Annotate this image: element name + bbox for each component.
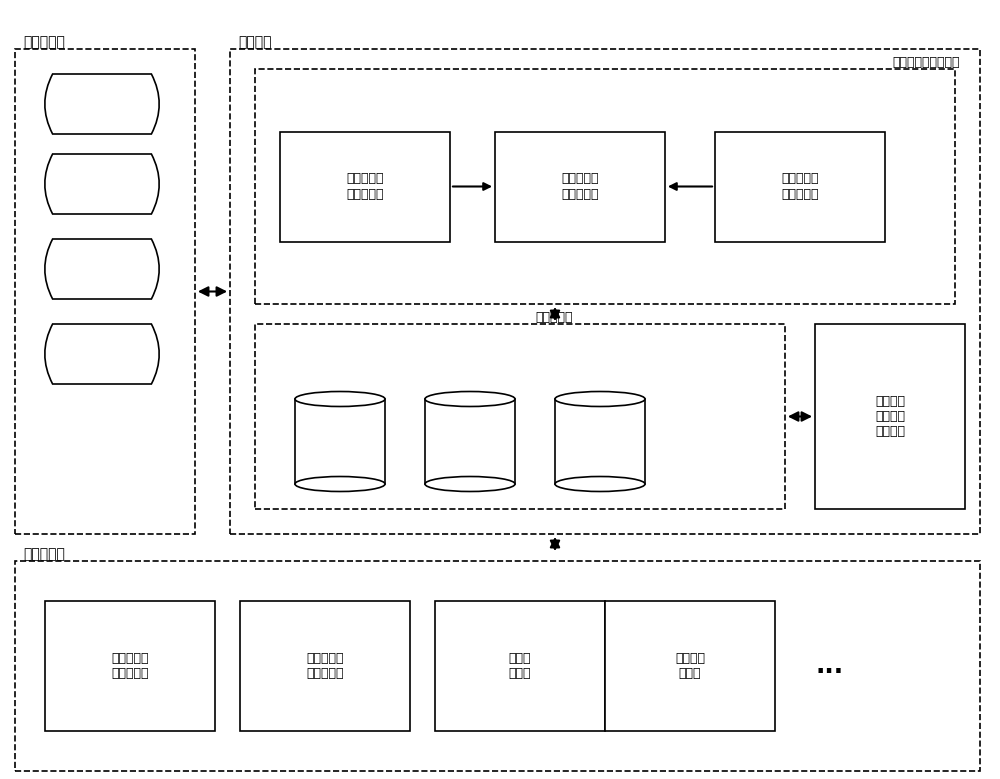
FancyBboxPatch shape: [45, 601, 215, 731]
FancyBboxPatch shape: [495, 132, 665, 241]
Text: 固定式交通
排放监测器: 固定式交通 排放监测器: [306, 652, 344, 680]
Text: 建立随机差
分方程模型: 建立随机差 分方程模型: [346, 172, 384, 200]
PathPatch shape: [45, 154, 159, 214]
Ellipse shape: [295, 392, 385, 407]
PathPatch shape: [45, 324, 159, 384]
Text: 数据库管
理与信息
发布平台: 数据库管 理与信息 发布平台: [875, 395, 905, 438]
PathPatch shape: [45, 239, 159, 299]
Polygon shape: [555, 399, 645, 484]
Ellipse shape: [425, 392, 515, 407]
FancyBboxPatch shape: [15, 49, 195, 534]
FancyBboxPatch shape: [255, 69, 955, 304]
FancyBboxPatch shape: [605, 601, 775, 731]
Text: 异步互补滤
波融合数据: 异步互补滤 波融合数据: [561, 172, 599, 200]
Text: 道路气象
监测器: 道路气象 监测器: [675, 652, 705, 680]
Text: 数据中心: 数据中心: [238, 35, 272, 49]
FancyBboxPatch shape: [255, 324, 785, 509]
Text: ...: ...: [816, 654, 844, 678]
Text: 自校正异步互补滤波: 自校正异步互补滤波: [893, 56, 960, 69]
FancyBboxPatch shape: [280, 132, 450, 241]
Text: 自校正调节
器调节参数: 自校正调节 器调节参数: [781, 172, 819, 200]
Text: 外部数据库: 外部数据库: [23, 35, 65, 49]
FancyBboxPatch shape: [815, 324, 965, 509]
FancyBboxPatch shape: [230, 49, 980, 534]
FancyBboxPatch shape: [15, 561, 980, 771]
FancyBboxPatch shape: [240, 601, 410, 731]
Text: 交通流
监测器: 交通流 监测器: [509, 652, 531, 680]
Ellipse shape: [295, 477, 385, 492]
Polygon shape: [295, 399, 385, 484]
FancyBboxPatch shape: [435, 601, 605, 731]
Ellipse shape: [425, 477, 515, 492]
Text: 内部数据库: 内部数据库: [535, 311, 572, 324]
Text: 传感器网络: 传感器网络: [23, 547, 65, 561]
Ellipse shape: [555, 477, 645, 492]
Text: 移动式大气
污染监测器: 移动式大气 污染监测器: [111, 652, 149, 680]
FancyBboxPatch shape: [715, 132, 885, 241]
Ellipse shape: [555, 392, 645, 407]
Polygon shape: [425, 399, 515, 484]
PathPatch shape: [45, 74, 159, 134]
